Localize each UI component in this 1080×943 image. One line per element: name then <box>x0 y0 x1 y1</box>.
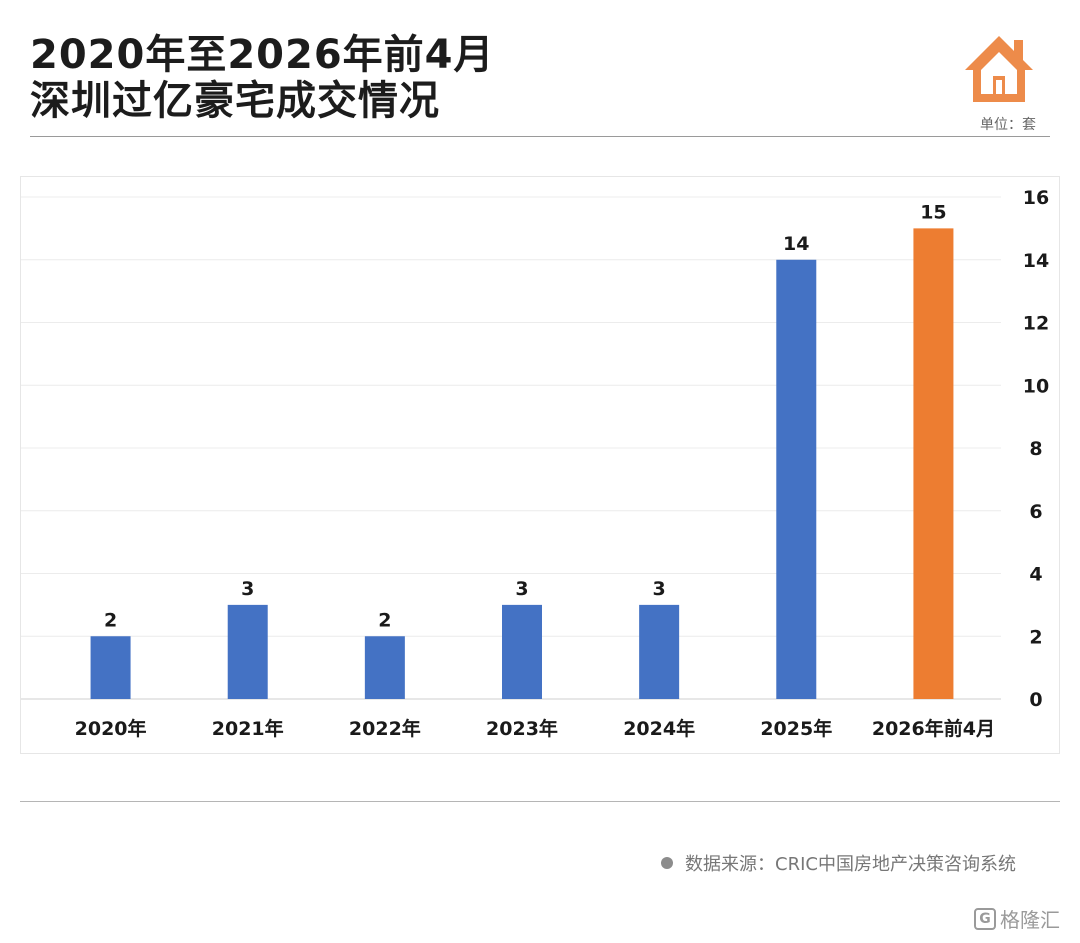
bullet-icon <box>661 857 674 869</box>
gelonghui-logo-icon: G <box>974 907 996 930</box>
bar <box>639 604 680 699</box>
data-label: 2 <box>378 609 391 631</box>
brand-text: 格隆汇 <box>1000 908 1060 932</box>
x-tick-label: 2021年 <box>212 717 284 740</box>
bar <box>913 228 954 699</box>
source-text: 数据来源：CRIC中国房地产决策咨询系统 <box>685 854 1016 875</box>
y-tick-label: 12 <box>1023 313 1049 335</box>
bar <box>364 636 405 699</box>
y-tick-label: 6 <box>1029 501 1042 523</box>
title-line-1: 2020年至2026年前4月 <box>30 32 495 78</box>
y-tick-label: 16 <box>1023 187 1049 209</box>
x-tick-label: 2022年 <box>349 717 421 740</box>
chart-area: 0 2 4 6 8 10 12 14 16 2 2020年 3 2021年 2 2022年 3 2023年 3 20… <box>20 176 1060 754</box>
y-tick-label: 14 <box>1023 250 1049 272</box>
bar <box>227 604 268 699</box>
title-line-2: 深圳过亿豪宅成交情况 <box>30 78 440 124</box>
x-tick-label: 2020年 <box>75 717 147 740</box>
y-tick-label: 10 <box>1023 375 1049 397</box>
data-label: 2 <box>104 609 117 631</box>
brand-watermark: G 格隆汇 <box>974 904 1060 933</box>
bar-chart: 0 2 4 6 8 10 12 14 16 2 2020年 3 2021年 2 2022年 3 2023年 3 20… <box>21 187 1049 740</box>
data-label: 15 <box>920 201 946 223</box>
data-label: 3 <box>653 578 666 600</box>
unit-label: 单位：套 <box>980 117 1036 133</box>
data-label: 3 <box>515 578 528 600</box>
y-tick-label: 2 <box>1029 626 1042 648</box>
data-label: 14 <box>783 233 809 255</box>
bar <box>776 259 817 699</box>
bar <box>502 604 542 699</box>
bar <box>90 636 131 699</box>
x-tick-label: 2024年 <box>623 717 695 740</box>
house-icon <box>965 36 1033 102</box>
x-tick-label: 2026年前4月 <box>872 717 995 740</box>
y-tick-label: 0 <box>1029 689 1042 711</box>
chart-title: 2020年至2026年前4月 深圳过亿豪宅成交情况 <box>30 32 495 124</box>
x-tick-label: 2023年 <box>486 717 558 740</box>
data-label: 3 <box>241 578 254 600</box>
y-tick-label: 4 <box>1029 564 1042 586</box>
data-source: 数据来源：CRIC中国房地产决策咨询系统 <box>661 850 1016 876</box>
title-divider <box>30 136 1050 137</box>
footer-divider <box>20 801 1060 802</box>
y-tick-label: 8 <box>1029 438 1042 460</box>
x-tick-label: 2025年 <box>760 717 832 740</box>
